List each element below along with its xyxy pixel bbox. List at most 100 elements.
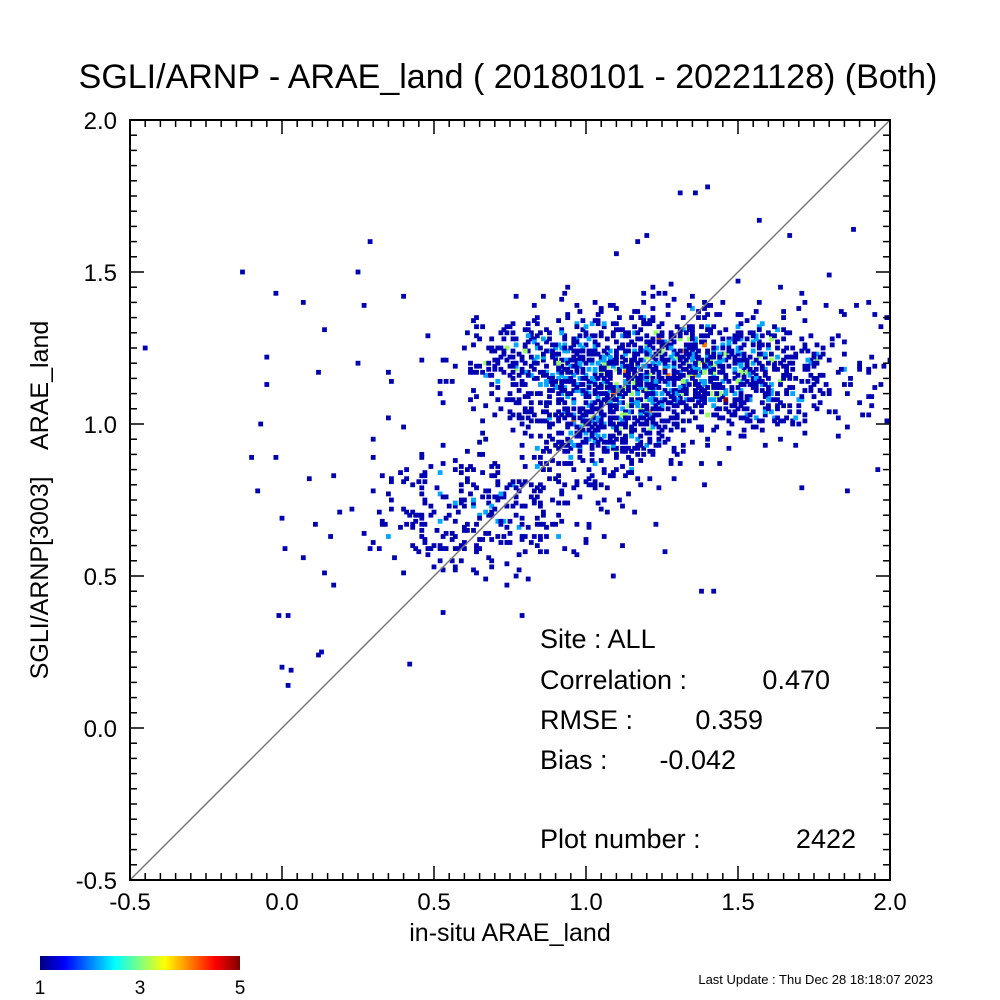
density-cell	[674, 354, 680, 360]
density-cell	[556, 430, 561, 436]
density-cell	[656, 372, 662, 378]
density-cell	[434, 528, 440, 533]
density-cell	[662, 363, 668, 369]
density-cell	[738, 400, 744, 406]
density-cell	[519, 613, 525, 618]
density-cell	[702, 400, 707, 406]
density-cell	[693, 363, 698, 369]
density-cell	[604, 379, 610, 384]
density-cell	[544, 400, 549, 406]
density-cell	[531, 303, 537, 308]
density-cell	[674, 415, 680, 421]
density-cell	[522, 369, 528, 375]
y-tick-labels: -0.50.00.51.01.52.0	[76, 108, 117, 895]
density-cell	[662, 357, 668, 363]
density-cell	[607, 348, 613, 354]
density-cell	[604, 385, 610, 390]
y-tick-label: 1.0	[84, 412, 117, 439]
density-cell	[528, 400, 534, 406]
density-cell	[656, 442, 662, 448]
density-cell	[595, 321, 601, 327]
density-cell	[598, 458, 604, 463]
density-cell	[817, 388, 823, 393]
density-cell	[559, 327, 565, 333]
density-cell	[811, 354, 817, 360]
density-cell	[699, 394, 704, 399]
density-cell	[492, 348, 498, 354]
density-cell	[668, 388, 674, 393]
density-cell	[781, 376, 786, 381]
density-cell	[550, 497, 555, 503]
density-cell	[650, 394, 656, 399]
density-cell	[750, 342, 756, 348]
density-cell	[814, 379, 820, 384]
density-cell	[449, 537, 455, 542]
density-cell	[437, 546, 443, 551]
density-cell	[680, 385, 686, 390]
density-cell	[632, 309, 637, 314]
density-cell	[708, 369, 713, 375]
density-cell	[604, 369, 610, 375]
density-cell	[614, 424, 619, 430]
density-cell	[668, 461, 674, 466]
density-cell	[477, 336, 482, 342]
density-cell	[538, 382, 543, 387]
density-cell	[607, 303, 613, 308]
density-cell	[793, 354, 799, 360]
density-cell	[522, 348, 528, 354]
density-cell	[738, 394, 744, 399]
density-cell	[541, 418, 546, 424]
density-cell	[665, 418, 671, 424]
density-cell	[510, 330, 516, 336]
density-cell	[641, 315, 647, 320]
density-cell	[784, 388, 789, 393]
density-cell	[741, 351, 747, 357]
density-cell	[589, 403, 595, 409]
density-cell	[693, 391, 698, 396]
density-cell	[614, 348, 619, 354]
density-cell	[531, 336, 537, 342]
density-cell	[474, 394, 479, 399]
density-cell	[519, 382, 525, 387]
density-cell	[686, 397, 692, 403]
density-cell	[647, 430, 653, 436]
density-cell	[711, 412, 717, 418]
density-cell	[595, 418, 601, 424]
density-cell	[574, 363, 580, 369]
density-cell	[638, 315, 644, 320]
density-cell	[872, 385, 878, 390]
density-cell	[626, 385, 631, 390]
density-cell	[638, 376, 644, 381]
density-cell	[331, 582, 337, 588]
density-cell	[732, 357, 738, 363]
density-cell	[376, 509, 382, 515]
density-cell	[601, 433, 607, 439]
density-cell	[577, 448, 583, 454]
density-cell	[510, 354, 516, 360]
density-cell	[647, 385, 653, 390]
density-cell	[498, 330, 504, 336]
density-cell	[653, 442, 659, 448]
density-cell	[498, 366, 504, 372]
density-cell	[674, 412, 680, 418]
density-cell	[735, 345, 741, 351]
density-cell	[528, 372, 534, 378]
density-cell	[565, 376, 571, 381]
density-cell	[775, 345, 780, 351]
density-cell	[653, 382, 659, 387]
density-cell	[519, 503, 525, 509]
density-cell	[650, 452, 656, 457]
density-cell	[458, 500, 464, 506]
density-cell	[635, 330, 641, 336]
density-cell	[598, 421, 604, 427]
density-cell	[519, 421, 525, 427]
density-cell	[662, 424, 668, 430]
density-cell	[574, 369, 580, 375]
density-cell	[799, 397, 805, 403]
density-cell	[577, 388, 583, 393]
density-cell	[592, 382, 598, 387]
density-cell	[580, 382, 586, 387]
density-cell	[699, 385, 704, 390]
density-cell	[604, 448, 610, 454]
density-cell	[705, 363, 710, 369]
